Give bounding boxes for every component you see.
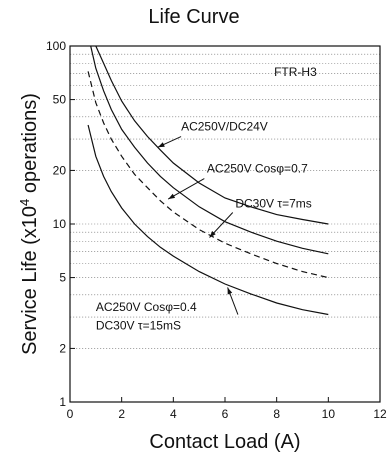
- y-tick-label: 5: [59, 271, 66, 285]
- label-ac250v-dc24v: AC250V/DC24V: [181, 120, 268, 134]
- y-axis-title-main: Service Life (x10: [19, 206, 41, 355]
- label-dc30v-7ms: DC30V τ=7ms: [235, 196, 311, 210]
- y-tick-label: 2: [59, 341, 66, 355]
- arrowhead: [168, 193, 176, 200]
- label-ac250v-cos04: AC250V Cosφ=0.4: [96, 300, 197, 314]
- annotations: FTR-H3 AC250V/DC24V AC250V Cosφ=0.7 DC30…: [96, 65, 317, 333]
- y-axis-title-exponent: 4: [17, 199, 32, 206]
- curve-ac250v-cos07: [90, 46, 329, 255]
- y-axis-title-tail: operations): [19, 93, 41, 199]
- x-tick-label: 12: [373, 407, 387, 421]
- chart-title: Life Curve: [148, 6, 240, 28]
- y-tick-label: 10: [53, 217, 67, 231]
- curve-ac250v-cos04: [87, 124, 329, 316]
- model-label: FTR-H3: [274, 65, 317, 79]
- x-tick-label: 8: [273, 407, 280, 421]
- x-tick-label: 4: [170, 407, 177, 421]
- curve-dc30v-7ms: [87, 71, 329, 279]
- x-axis-title: Contact Load (A): [149, 431, 300, 453]
- arrowhead: [209, 231, 216, 238]
- curves: [87, 46, 329, 316]
- y-tick-label: 100: [46, 39, 66, 53]
- x-tick-label: 10: [322, 407, 336, 421]
- y-tick-label: 50: [53, 93, 67, 107]
- plot-frame: [69, 45, 381, 403]
- grid: [70, 53, 380, 349]
- arrowhead: [227, 287, 233, 295]
- y-tick-label: 20: [53, 163, 67, 177]
- curve-ac250v-dc24v: [95, 46, 329, 225]
- x-tick-label: 2: [118, 407, 125, 421]
- leader-line: [167, 178, 205, 200]
- x-tick-label: 0: [67, 407, 74, 421]
- y-axis-title: Service Life (x104 operations): [17, 93, 42, 355]
- y-tick-label: 1: [59, 395, 66, 409]
- label-dc30v-15ms: DC30V τ=15mS: [96, 319, 181, 333]
- arrowhead: [157, 142, 165, 148]
- label-ac250v-cos07: AC250V Cosφ=0.7: [207, 161, 308, 175]
- x-tick-label: 6: [222, 407, 229, 421]
